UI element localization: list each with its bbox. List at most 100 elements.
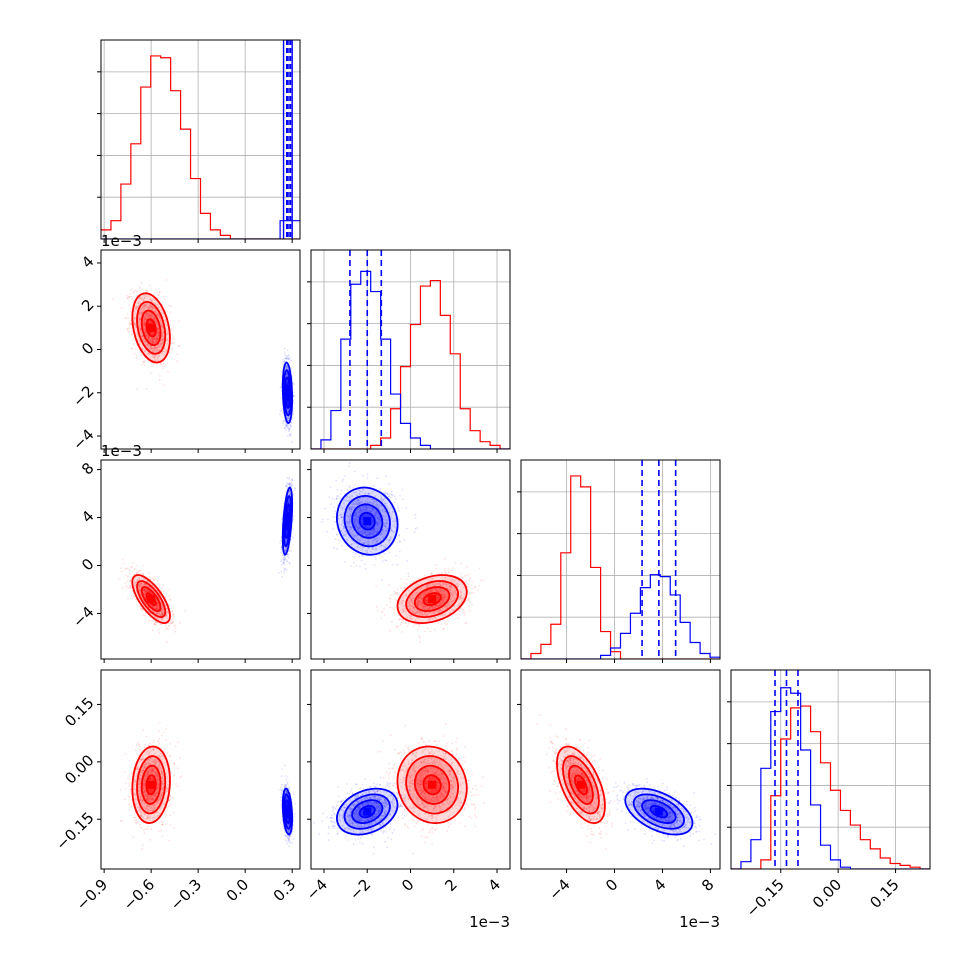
sample-point — [141, 609, 144, 612]
sample-point — [149, 332, 152, 334]
sample-point — [153, 318, 156, 321]
sample-point — [142, 294, 145, 297]
sample-point — [289, 423, 292, 426]
sample-point — [134, 305, 137, 308]
sample-point — [140, 335, 143, 338]
panel-frame — [100, 459, 301, 660]
sample-point — [286, 358, 289, 360]
sample-point — [138, 584, 141, 587]
sample-point — [156, 606, 158, 609]
sample-point — [149, 319, 151, 322]
sample-point — [138, 584, 141, 587]
sample-point — [153, 347, 156, 350]
sample-point — [287, 410, 289, 413]
sample-point — [286, 423, 288, 426]
sample-point — [161, 613, 164, 616]
sample-point — [289, 366, 292, 369]
sample-point — [133, 321, 136, 324]
sample-point — [141, 296, 143, 299]
sample-point — [161, 322, 164, 325]
sample-point — [284, 357, 286, 360]
sample-point — [375, 585, 378, 587]
sample-point — [131, 298, 134, 300]
sample-point — [135, 572, 138, 575]
sample-point — [141, 335, 144, 338]
sample-point — [150, 308, 152, 311]
sample-point — [173, 338, 176, 340]
sample-point — [161, 350, 164, 353]
sample-point — [154, 623, 156, 626]
sample-point — [144, 317, 146, 320]
sample-point — [135, 579, 138, 582]
sample-point — [139, 586, 141, 589]
sample-point — [160, 623, 163, 626]
sample-point — [294, 395, 296, 397]
sample-point — [286, 382, 289, 384]
sample-point — [167, 589, 170, 592]
sample-point — [156, 337, 159, 340]
sample-point — [148, 306, 151, 309]
sample-point — [151, 338, 154, 341]
sample-point — [286, 476, 289, 479]
sample-point — [151, 300, 153, 302]
sample-point — [126, 313, 129, 316]
sample-point — [139, 329, 142, 332]
sample-point — [158, 314, 161, 317]
sample-point — [121, 558, 124, 561]
sample-point — [467, 599, 470, 602]
sample-point — [138, 343, 141, 346]
sample-point — [286, 382, 289, 385]
sample-point — [285, 372, 288, 375]
sample-point — [383, 613, 386, 616]
sample-point — [154, 311, 157, 313]
sample-point — [463, 611, 466, 614]
sample-point — [467, 597, 470, 600]
sample-point — [149, 336, 151, 339]
sample-point — [286, 424, 289, 427]
sample-point — [133, 322, 136, 325]
sample-point — [162, 584, 165, 587]
sample-point — [141, 305, 144, 308]
sample-point — [142, 614, 145, 616]
sample-point — [288, 428, 290, 430]
sample-point — [140, 313, 142, 316]
sample-point — [130, 347, 133, 350]
sample-point — [172, 620, 175, 623]
sample-point — [135, 355, 138, 357]
sample-point — [146, 590, 149, 593]
sample-point — [152, 356, 155, 359]
sample-point — [129, 572, 131, 575]
sample-point — [154, 320, 157, 323]
sample-point — [153, 337, 155, 340]
sample-point — [143, 318, 145, 320]
sample-point — [157, 608, 160, 611]
sample-point — [156, 601, 159, 604]
sample-point — [163, 295, 165, 298]
sample-point — [286, 375, 288, 377]
sample-point — [167, 628, 169, 631]
sample-point — [152, 349, 155, 352]
sample-point — [283, 420, 285, 423]
sample-point — [464, 613, 466, 616]
sample-point — [161, 603, 163, 606]
sample-point — [166, 338, 169, 341]
sample-point — [144, 340, 146, 342]
sample-point — [159, 618, 162, 620]
sample-point — [141, 363, 144, 366]
sample-point — [171, 614, 174, 616]
sample-point — [140, 288, 143, 291]
sample-point — [167, 336, 170, 339]
sample-point — [281, 420, 284, 423]
sample-point — [460, 573, 463, 576]
sample-point — [143, 364, 146, 366]
sample-point — [141, 565, 144, 567]
sample-point — [118, 578, 121, 580]
sample-point — [127, 295, 130, 298]
sample-point — [145, 312, 147, 315]
sample-point — [161, 324, 164, 327]
sample-point — [157, 327, 159, 330]
sample-point — [157, 333, 160, 336]
sample-point — [290, 359, 292, 362]
sample-point — [156, 337, 158, 339]
sample-point — [146, 313, 148, 315]
